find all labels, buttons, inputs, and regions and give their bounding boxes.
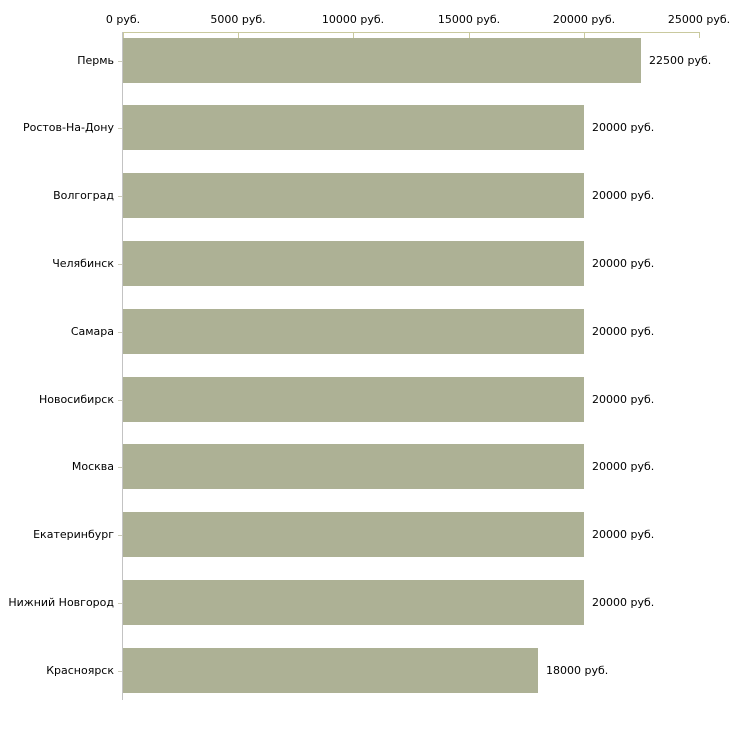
value-label: 20000 руб. [592, 527, 655, 541]
y-axis-line [122, 32, 123, 700]
y-axis-tick [118, 603, 122, 604]
value-label: 20000 руб. [592, 595, 655, 609]
x-axis-tick-label: 15000 руб. [437, 13, 501, 26]
y-axis-tick [118, 61, 122, 62]
y-axis-tick [118, 128, 122, 129]
x-axis-tick [123, 33, 124, 38]
y-axis-tick [118, 196, 122, 197]
bar [123, 241, 584, 286]
bar [123, 105, 584, 150]
bar [123, 444, 584, 489]
category-label: Ростов-На-Дону [22, 120, 114, 134]
x-axis-tick-label: 20000 руб. [552, 13, 616, 26]
x-axis-tick [584, 33, 585, 38]
y-axis-tick [118, 400, 122, 401]
category-label: Красноярск [46, 663, 114, 677]
category-label: Пермь [77, 53, 114, 67]
bar [123, 512, 584, 557]
x-axis-tick-label: 0 руб. [105, 13, 141, 26]
y-axis-tick [118, 535, 122, 536]
y-axis-tick [118, 264, 122, 265]
value-label: 18000 руб. [546, 663, 609, 677]
bar [123, 648, 538, 693]
x-axis-tick [469, 33, 470, 38]
value-label: 20000 руб. [592, 459, 655, 473]
bar [123, 38, 641, 83]
category-label: Новосибирск [38, 392, 114, 406]
bar [123, 309, 584, 354]
x-axis-tick [353, 33, 354, 38]
x-axis-tick [238, 33, 239, 38]
x-axis-tick-label: 10000 руб. [321, 13, 385, 26]
bar [123, 377, 584, 422]
value-label: 20000 руб. [592, 188, 655, 202]
value-label: 20000 руб. [592, 120, 655, 134]
bar [123, 580, 584, 625]
category-label: Челябинск [52, 256, 114, 270]
x-axis-tick-label: 5000 руб. [210, 13, 266, 26]
category-label: Москва [71, 459, 114, 473]
value-label: 20000 руб. [592, 392, 655, 406]
category-label: Нижний Новгород [8, 595, 114, 609]
y-axis-tick [118, 467, 122, 468]
y-axis-tick [118, 671, 122, 672]
category-label: Волгоград [53, 188, 114, 202]
x-axis-tick-label: 25000 руб. [667, 13, 730, 26]
value-label: 20000 руб. [592, 256, 655, 270]
category-label: Екатеринбург [33, 527, 114, 541]
x-axis-tick [699, 33, 700, 38]
category-label: Самара [70, 324, 114, 338]
bar [123, 173, 584, 218]
x-axis-line [122, 32, 700, 33]
value-label: 20000 руб. [592, 324, 655, 338]
y-axis-tick [118, 332, 122, 333]
value-label: 22500 руб. [649, 53, 712, 67]
